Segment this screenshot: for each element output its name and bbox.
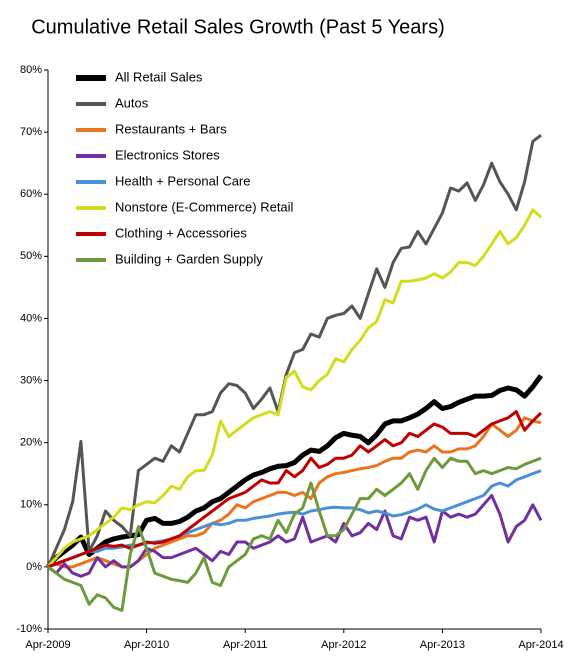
legend-label: Building + Garden Supply bbox=[115, 251, 263, 266]
legend-label: Electronics Stores bbox=[115, 147, 220, 162]
legend-label: Clothing + Accessories bbox=[115, 225, 247, 240]
x-tick-label: Apr-2014 bbox=[518, 639, 563, 651]
x-tick-label: Apr-2011 bbox=[223, 639, 267, 651]
x-tick-label: Apr-2012 bbox=[321, 639, 366, 651]
x-tick-label: Apr-2010 bbox=[124, 639, 169, 651]
y-tick-label: -10% bbox=[16, 623, 42, 635]
series-line bbox=[46, 134, 542, 568]
y-tick-label: 30% bbox=[20, 374, 42, 386]
y-tick-label: 80% bbox=[20, 64, 42, 76]
y-tick-label: 40% bbox=[20, 312, 42, 324]
y-tick-label: 60% bbox=[20, 188, 42, 200]
legend-label: Autos bbox=[115, 95, 149, 110]
legend-label: Restaurants + Bars bbox=[115, 121, 227, 136]
series-line bbox=[47, 494, 543, 578]
y-tick-label: 50% bbox=[20, 250, 42, 262]
y-tick-label: 70% bbox=[20, 126, 42, 138]
x-tick-label: Apr-2013 bbox=[420, 639, 465, 651]
chart-title: Cumulative Retail Sales Growth (Past 5 Y… bbox=[31, 16, 445, 38]
series-line bbox=[47, 469, 542, 569]
y-tick-label: 0% bbox=[26, 561, 42, 573]
series-line bbox=[46, 208, 543, 568]
legend-label: Health + Personal Care bbox=[115, 173, 251, 188]
y-tick-label: 20% bbox=[20, 437, 42, 449]
x-tick-label: Apr-2009 bbox=[25, 639, 70, 651]
series-line bbox=[47, 456, 542, 612]
legend-label: All Retail Sales bbox=[115, 69, 203, 84]
series-line bbox=[47, 410, 543, 569]
y-tick-label: 10% bbox=[20, 499, 42, 511]
legend-label: Nonstore (E-Commerce) Retail bbox=[115, 199, 294, 214]
